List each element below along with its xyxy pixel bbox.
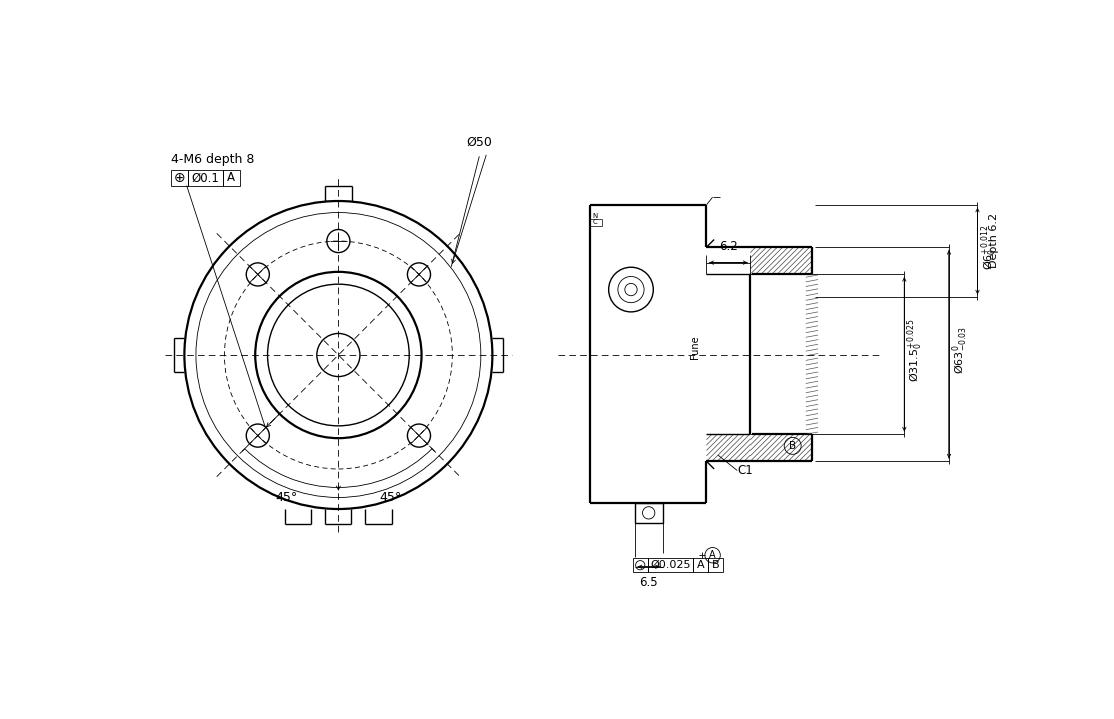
Bar [633, 558, 648, 572]
Text: 6.5: 6.5 [639, 576, 658, 589]
Text: A: A [696, 560, 704, 570]
Text: C: C [593, 219, 597, 225]
Text: Depth 6.2: Depth 6.2 [989, 213, 999, 267]
Text: Ø0.1: Ø0.1 [192, 171, 219, 184]
Text: Ø31.5$^{+0.025}_{0}$: Ø31.5$^{+0.025}_{0}$ [906, 319, 926, 383]
Bar [648, 558, 693, 572]
Bar [172, 170, 188, 186]
Text: 45°: 45° [275, 491, 297, 504]
Text: Fune: Fune [690, 336, 700, 359]
Text: A: A [710, 550, 716, 560]
Text: N: N [593, 213, 598, 219]
Bar [223, 170, 240, 186]
Text: B: B [789, 441, 797, 451]
Text: Ø63$^{0}_{-0.03}$: Ø63$^{0}_{-0.03}$ [950, 326, 970, 375]
Bar [635, 503, 663, 523]
Text: 6.2: 6.2 [719, 240, 737, 253]
Text: A: A [227, 171, 235, 184]
Text: B: B [712, 560, 720, 570]
Text: C1: C1 [737, 464, 753, 477]
Text: 4-M6 depth 8: 4-M6 depth 8 [172, 153, 255, 166]
Text: Ø50: Ø50 [467, 136, 492, 149]
Text: ⊕: ⊕ [174, 171, 186, 185]
Bar [709, 558, 723, 572]
Text: 45°: 45° [380, 491, 402, 504]
Bar [188, 170, 223, 186]
Text: Ø6$^{+0.012}_{0}$: Ø6$^{+0.012}_{0}$ [979, 224, 998, 270]
Text: Ø0.025: Ø0.025 [649, 560, 691, 570]
Bar [693, 558, 709, 572]
